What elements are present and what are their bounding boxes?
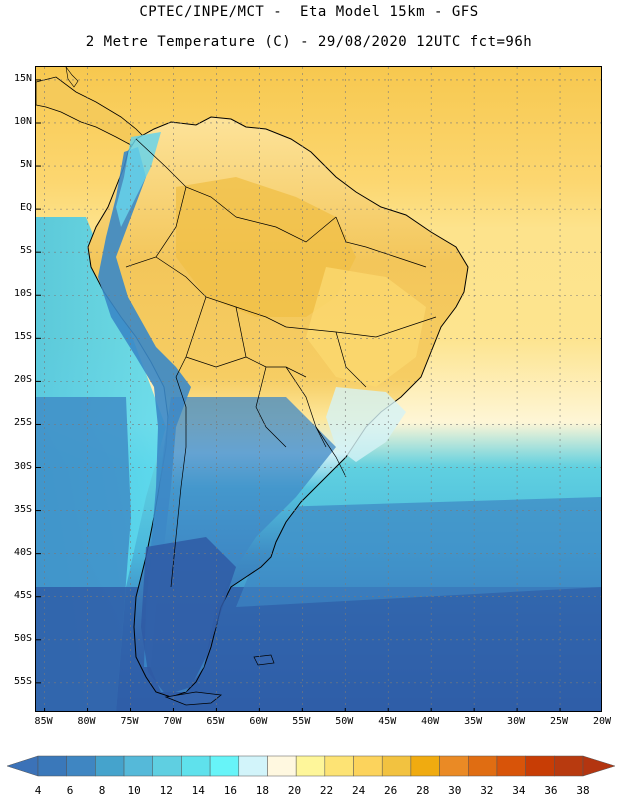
colorbar-label: 6 [66, 784, 74, 797]
colorbar-segment [353, 755, 383, 777]
colorbar-segment [381, 755, 412, 777]
colorbar-segment [181, 755, 211, 777]
amazon-hot-region [176, 177, 356, 317]
colorbar-segment [525, 755, 555, 777]
colorbar-label: 10 [127, 784, 141, 797]
colorbar-segment [37, 755, 67, 777]
lon-label: 40W [421, 716, 440, 727]
lon-label: 55W [292, 716, 311, 727]
grid-lines [36, 67, 601, 711]
lon-label: 20W [592, 716, 612, 727]
colorbar-label: 26 [384, 784, 398, 797]
country-borders [125, 138, 437, 588]
lon-label: 75W [120, 716, 139, 727]
colorbar-label: 14 [191, 784, 205, 797]
colorbar-label: 8 [98, 784, 106, 797]
lon-label: 45W [378, 716, 397, 727]
patagonia-cold [141, 537, 236, 695]
lon-label: 70W [163, 716, 182, 727]
colorbar-label: 34 [512, 784, 526, 797]
lon-label: 60W [249, 716, 268, 727]
lat-label: 5S [19, 245, 32, 257]
lon-label: 50W [335, 716, 354, 727]
colorbar-segment [66, 755, 96, 777]
colorbar-segment [152, 755, 182, 777]
colorbar-segment [238, 755, 268, 777]
colorbar-label: 12 [159, 784, 173, 797]
header-title-line-2: 2 Metre Temperature (C) - 29/08/2020 12U… [85, 34, 533, 50]
lat-label: 25S [13, 417, 32, 429]
lat-label: 20S [13, 374, 32, 386]
colorbar-segment [295, 755, 326, 777]
colorbar-segment [468, 755, 498, 777]
colorbar-label: 30 [448, 784, 462, 797]
colorbar [6, 755, 616, 777]
colorbar-label: 28 [416, 784, 430, 797]
colorbar-segment [496, 755, 526, 777]
colorbar-segment [123, 755, 153, 777]
colorbar-label: 24 [351, 784, 366, 797]
colorbar-segment [267, 755, 297, 777]
lon-label: 65W [206, 716, 225, 727]
lat-label: 50S [13, 632, 32, 644]
lon-label: 35W [464, 716, 483, 727]
colorbar-segment [554, 755, 584, 777]
header-title-line-1: CPTEC/INPE/MCT - Eta Model 15km - GFS [139, 4, 479, 20]
colorbar-label: 22 [319, 784, 334, 797]
lat-label: EQ [19, 202, 32, 214]
south-atlantic-mid-band [236, 497, 601, 607]
lat-label: 45S [13, 589, 32, 601]
lon-label: 85W [34, 716, 53, 727]
lat-label: 55S [13, 675, 32, 687]
lon-label: 25W [550, 716, 569, 727]
lat-label: 30S [13, 460, 32, 472]
lat-label: 5N [19, 159, 32, 171]
colorbar-segment [95, 755, 125, 777]
falkland-islands [253, 654, 275, 666]
andes-north-cool [116, 132, 161, 227]
colorbar-under-arrow [6, 755, 39, 777]
lat-label: 15S [13, 331, 32, 343]
colorbar-segment [410, 755, 440, 777]
caribbean-island [65, 67, 79, 88]
colorbar-label: 36 [544, 784, 558, 797]
colorbar-label: 16 [223, 784, 237, 797]
map-canvas [36, 67, 601, 711]
colorbar-label: 18 [255, 784, 270, 797]
tierra-del-fuego [164, 691, 222, 706]
colorbar-label: 32 [480, 784, 494, 797]
lat-label: 40S [13, 546, 32, 558]
colorbar-label: 38 [576, 784, 590, 797]
colorbar-label: 20 [287, 784, 302, 797]
colorbar-label: 4 [34, 784, 42, 797]
colorbar-segment [324, 755, 354, 777]
temperature-map [35, 66, 602, 712]
andes-cold-strip [98, 147, 191, 667]
colorbar-segment [439, 755, 469, 777]
lon-label: 30W [507, 716, 526, 727]
lat-label: 10S [13, 288, 32, 300]
lat-label: 35S [13, 503, 32, 515]
lat-label: 10N [13, 115, 32, 127]
lat-label: 15N [13, 72, 32, 84]
colorbar-over-arrow [582, 755, 616, 777]
colorbar-segment [209, 755, 240, 777]
brazil-warm-region [306, 267, 426, 387]
lon-label: 80W [77, 716, 96, 727]
